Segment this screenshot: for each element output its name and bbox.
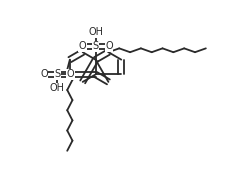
Text: O: O <box>40 70 48 80</box>
Text: OH: OH <box>88 27 103 37</box>
Text: OH: OH <box>50 83 65 93</box>
Text: O: O <box>105 41 113 51</box>
Text: O: O <box>67 70 74 80</box>
Text: S: S <box>54 70 60 80</box>
Text: S: S <box>92 41 99 51</box>
Text: O: O <box>78 41 86 51</box>
